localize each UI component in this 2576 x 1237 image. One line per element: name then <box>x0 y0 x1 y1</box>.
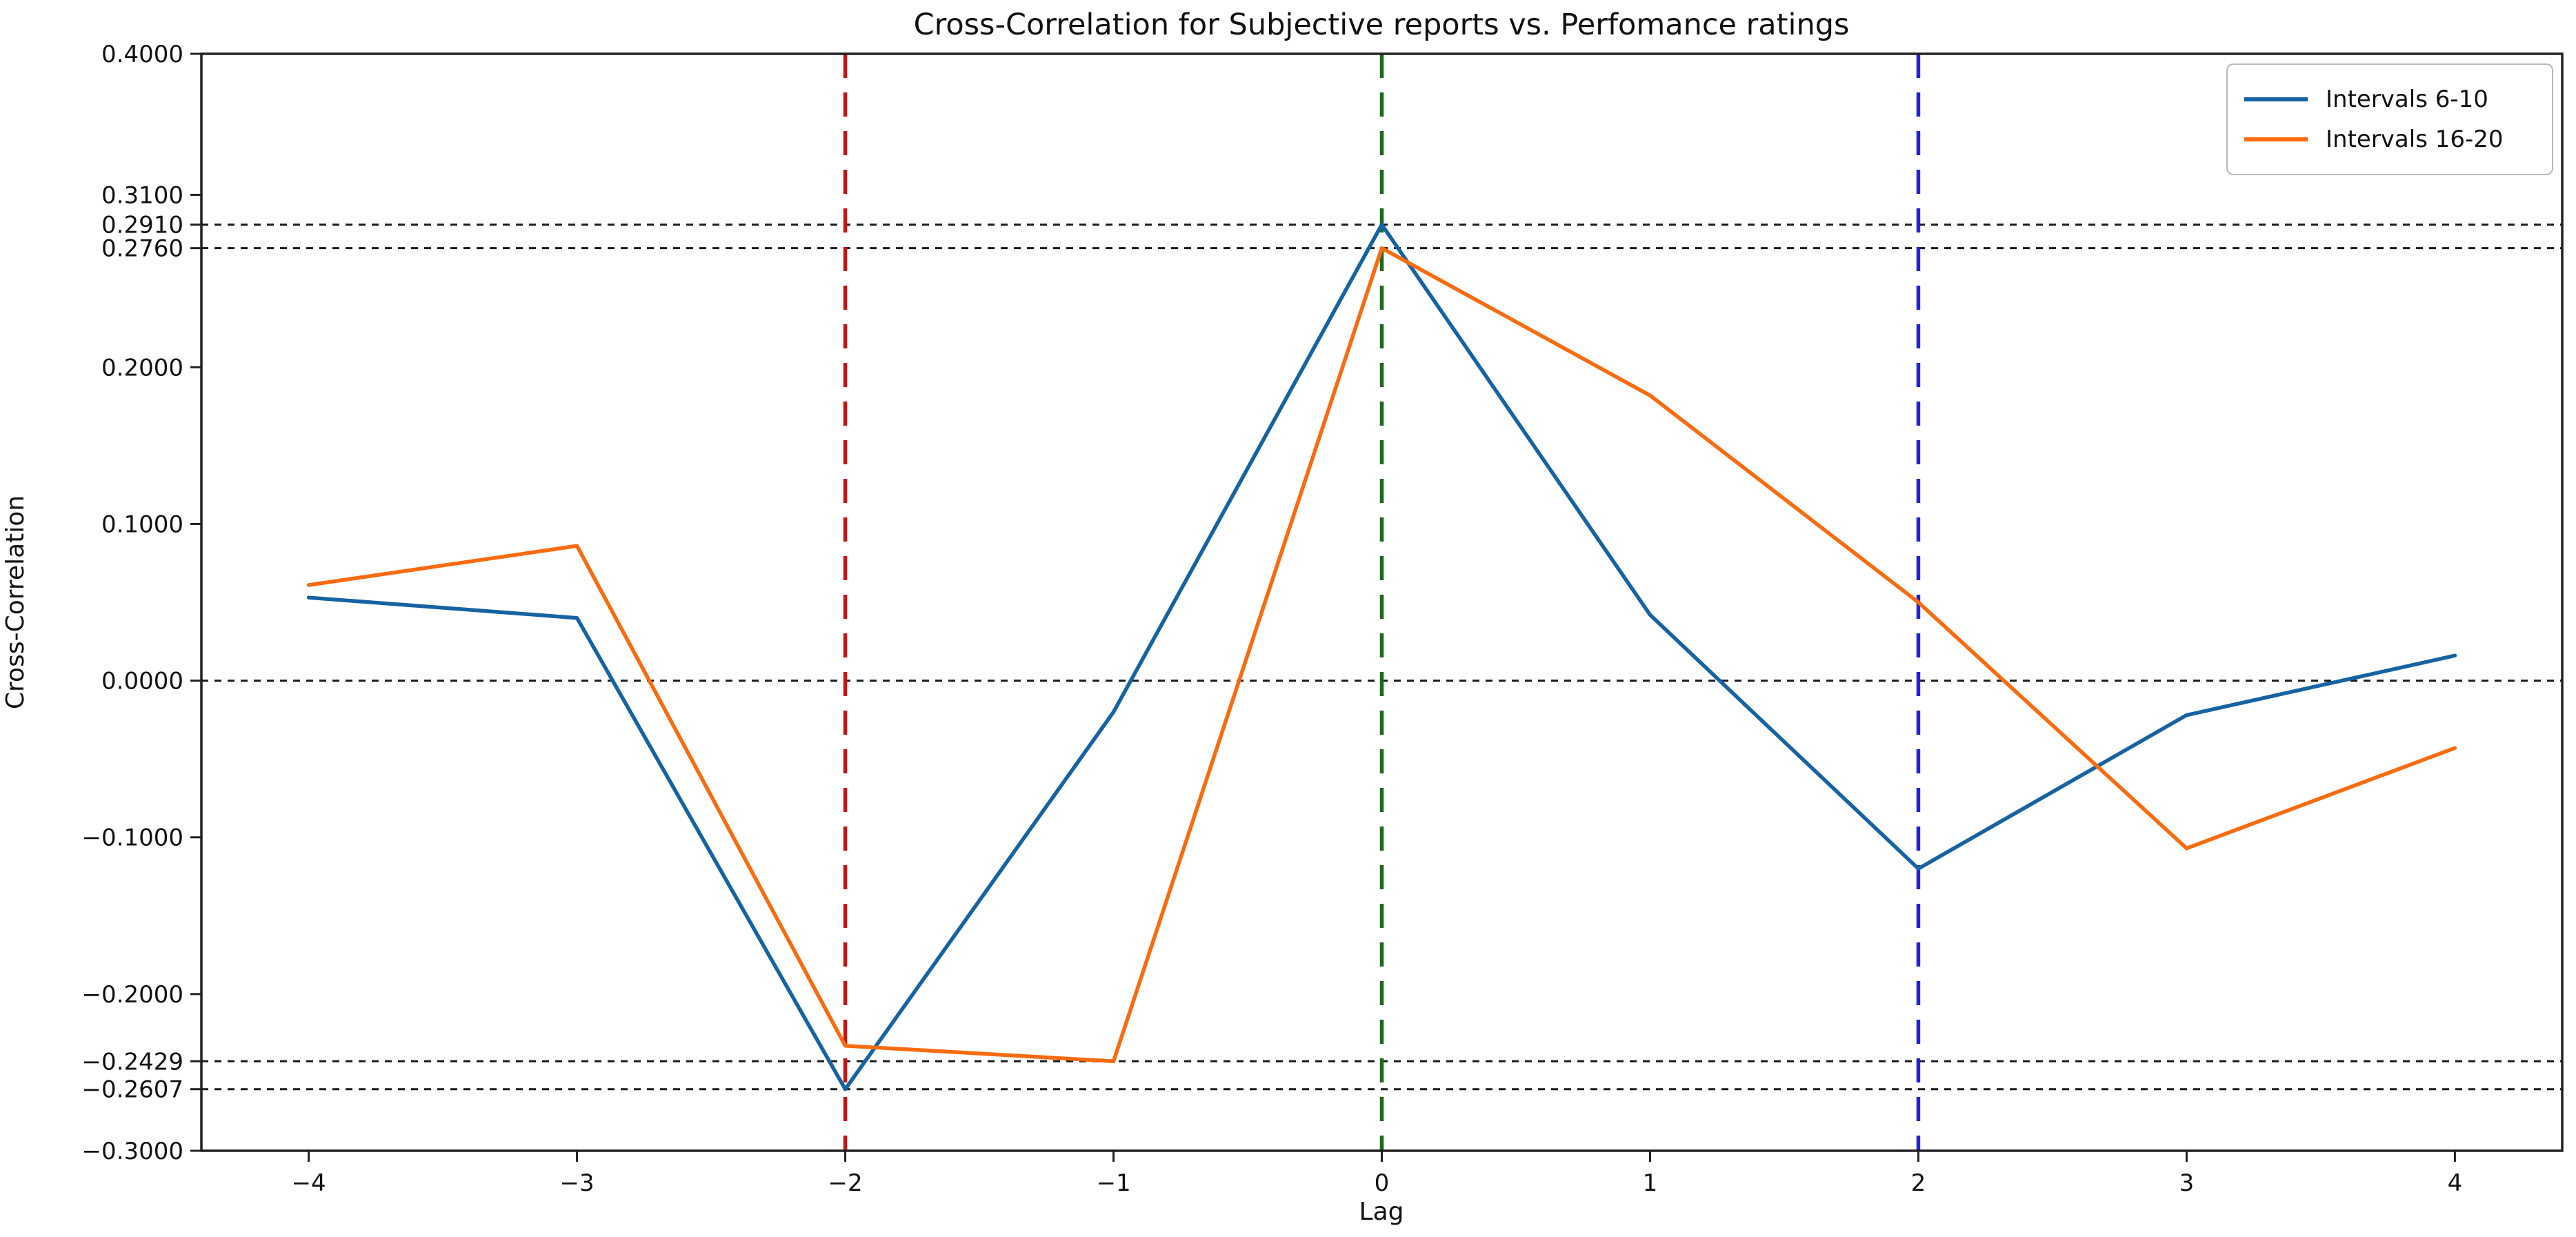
x-tick-label: −4 <box>292 1169 326 1197</box>
y-tick-label: −0.2000 <box>82 981 183 1009</box>
x-tick-label: −2 <box>828 1169 862 1197</box>
y-tick-label: 0.0000 <box>101 668 183 695</box>
series-line <box>306 246 2457 1064</box>
y-tick-label: 0.2760 <box>101 235 183 263</box>
x-tick-label: 0 <box>1375 1169 1390 1197</box>
y-tick-label: 0.2000 <box>101 354 183 382</box>
chart-title: Cross-Correlation for Subjective reports… <box>914 8 1850 42</box>
legend-line-swatch <box>2244 137 2308 141</box>
legend-label: Intervals 6-10 <box>2326 86 2488 113</box>
legend-line-swatch <box>2244 97 2308 101</box>
y-tick-label: −0.2429 <box>82 1048 183 1076</box>
legend-entry: Intervals 6-10 <box>2244 86 2535 113</box>
legend-label: Intervals 16-20 <box>2326 126 2504 153</box>
y-tick-label: 0.4000 <box>101 41 183 68</box>
x-tick-label: −1 <box>1096 1169 1130 1197</box>
y-tick-label: 0.3100 <box>101 181 183 209</box>
y-tick-label: 0.1000 <box>101 511 183 538</box>
y-tick-label: −0.1000 <box>82 824 183 852</box>
y-axis-label: Cross-Correlation <box>1 495 30 709</box>
x-tick-label: 2 <box>1911 1169 1926 1197</box>
x-tick-label: 1 <box>1643 1169 1658 1197</box>
y-tick-label: 0.2910 <box>101 212 183 239</box>
x-tick-label: 3 <box>2179 1169 2195 1197</box>
legend-entry: Intervals 16-20 <box>2244 126 2535 153</box>
legend: Intervals 6-10 Intervals 16-20 <box>2226 63 2553 175</box>
x-tick-label: −3 <box>560 1169 595 1197</box>
x-axis-label: Lag <box>1359 1198 1404 1226</box>
y-tick-label: −0.3000 <box>82 1138 183 1165</box>
x-tick-label: 4 <box>2448 1169 2463 1197</box>
y-tick-label: −0.2607 <box>82 1076 183 1104</box>
